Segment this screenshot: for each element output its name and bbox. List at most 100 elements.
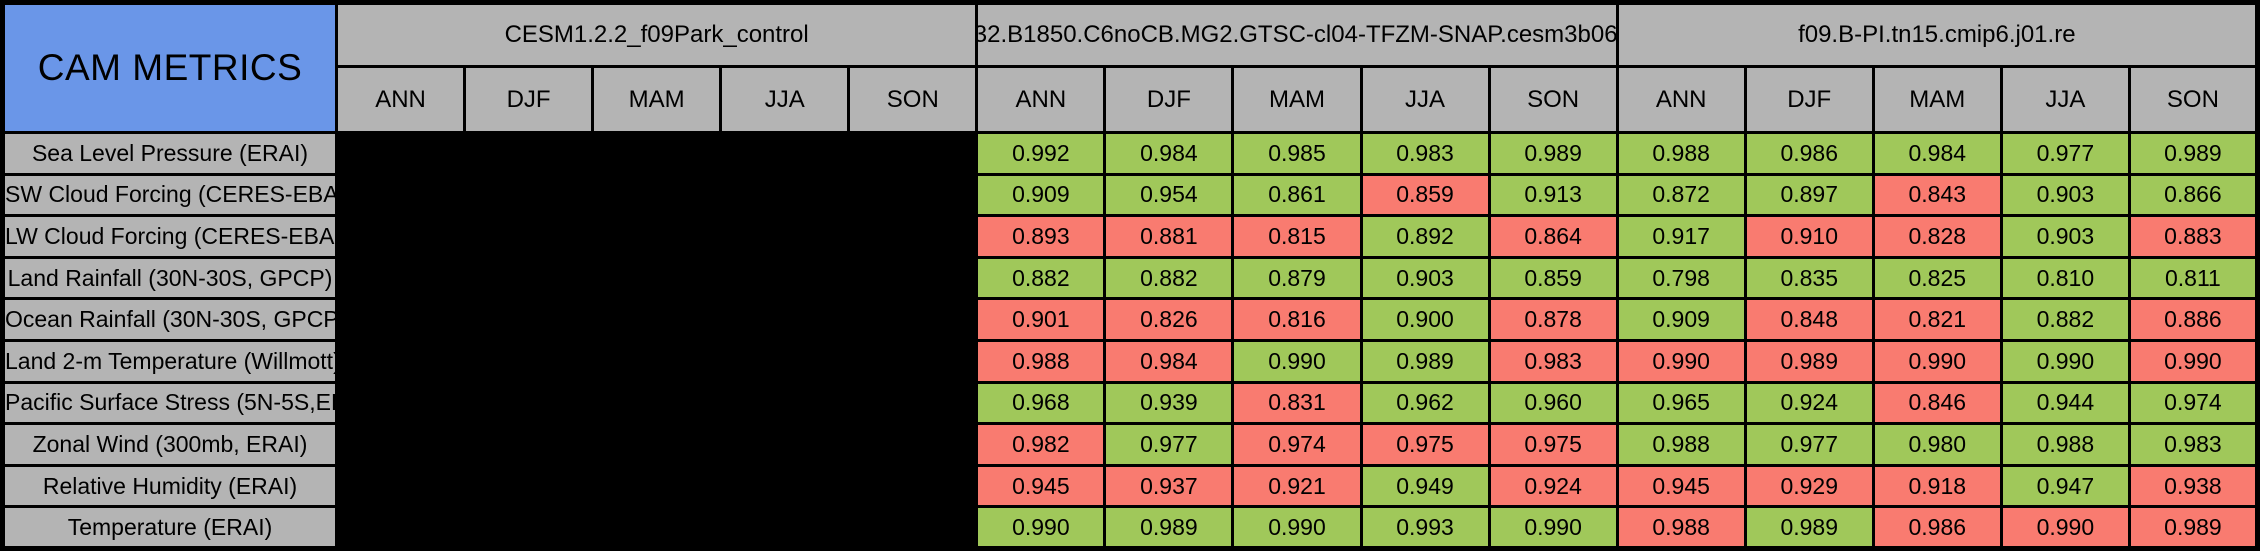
metric-value-cell: 0.825 [1871,255,2003,301]
metric-value-cell: 0.982 [975,422,1107,467]
metric-value-cell: 0.990 [1615,338,1747,384]
metric-row: SW Cloud Forcing (CERES-EBAF) 0.909 0.954 0… [1,172,2260,218]
blacked-out-data-region [334,131,979,550]
metric-label: Relative Humidity (ERAI) [1,463,338,509]
season-header-djf-group2: DJF [1103,65,1235,134]
metric-value-cell: 0.989 [2127,131,2260,176]
metric-value-cell: 0.954 [1103,172,1235,218]
metric-value-cell: 0.866 [2127,172,2260,218]
metric-value-cell: 0.962 [1359,380,1491,426]
season-header-mam-group1: MAM [591,65,723,134]
season-header-ann-group3: ANN [1615,65,1747,134]
metric-value-cell: 0.968 [975,380,1107,426]
metric-value-cell: 0.945 [975,463,1107,509]
metric-value-cell: 0.988 [1615,131,1747,176]
metric-row: Temperature (ERAI) 0.990 0.989 0.990 0.993 0.… [1,505,2260,550]
metric-value-cell: 0.882 [1999,297,2131,342]
metric-value-cell: 0.811 [2127,255,2260,301]
metric-row: Relative Humidity (ERAI) 0.945 0.937 0.921 0… [1,463,2260,509]
metric-value-cell: 0.879 [1231,255,1363,301]
metric-value-cell: 0.990 [1999,338,2131,384]
metric-label: Sea Level Pressure (ERAI) [1,131,338,176]
season-header-son-group3: SON [2127,65,2260,134]
metric-label: Land Rainfall (30N-30S, GPCP) [1,255,338,301]
model-header-b-pi-cmip6: f09.B-PI.tn15.cmip6.j01.re [1615,1,2260,68]
model-header-cesm3-snap-label: f09_t232.B1850.C6noCB.MG2.GTSC-cl04-TFZM… [980,21,1618,48]
metric-value-cell: 0.859 [1487,255,1619,301]
metric-value-cell: 0.989 [2127,505,2260,550]
metric-value-cell: 0.988 [975,338,1107,384]
metric-value-cell: 0.826 [1103,297,1235,342]
metric-value-cell: 0.992 [975,131,1107,176]
metric-value-cell: 0.960 [1487,380,1619,426]
season-header-son-group1: SON [847,65,979,134]
metric-value-cell: 0.878 [1487,297,1619,342]
metric-value-cell: 0.892 [1359,214,1491,259]
metric-value-cell: 0.977 [1999,131,2131,176]
metric-label: Ocean Rainfall (30N-30S, GPCP) [1,297,338,342]
metric-value-cell: 0.985 [1231,131,1363,176]
season-header-mam-group3: MAM [1871,65,2003,134]
metric-value-cell: 0.810 [1999,255,2131,301]
metric-value-cell: 0.938 [2127,463,2260,509]
metric-value-cell: 0.903 [1999,172,2131,218]
metric-value-cell: 0.815 [1231,214,1363,259]
metric-value-cell: 0.984 [1103,338,1235,384]
metric-label: Pacific Surface Stress (5N-5S,ERS) [1,380,338,426]
metric-value-cell: 0.843 [1871,172,2003,218]
metric-row: Pacific Surface Stress (5N-5S,ERS) 0.968 0… [1,380,2260,426]
metric-value-cell: 0.989 [1743,338,1875,384]
metric-value-cell: 0.909 [975,172,1107,218]
metric-value-cell: 0.903 [1999,214,2131,259]
metric-value-cell: 0.901 [975,297,1107,342]
season-header-jja-group1: JJA [719,65,851,134]
metric-value-cell: 0.989 [1359,338,1491,384]
metric-value-cell: 0.988 [1999,422,2131,467]
metric-value-cell: 0.816 [1231,297,1363,342]
metric-value-cell: 0.965 [1615,380,1747,426]
metric-label: Temperature (ERAI) [1,505,338,550]
metric-value-cell: 0.910 [1743,214,1875,259]
metric-value-cell: 0.831 [1231,380,1363,426]
model-header-cesm3-snap: f09_t232.B1850.C6noCB.MG2.GTSC-cl04-TFZM… [975,1,1619,68]
metric-value-cell: 0.897 [1743,172,1875,218]
metric-value-cell: 0.861 [1231,172,1363,218]
metric-value-cell: 0.988 [1615,505,1747,550]
metric-value-cell: 0.944 [1999,380,2131,426]
metric-value-cell: 0.990 [1231,505,1363,550]
metric-value-cell: 0.993 [1359,505,1491,550]
season-header-row: ANN DJF MAM JJA SON ANN DJF MAM JJA SON ANN DJF MAM J… [3,65,2260,134]
metric-value-cell: 0.990 [1231,338,1363,384]
metric-value-cell: 0.900 [1359,297,1491,342]
metric-value-cell: 0.918 [1871,463,2003,509]
season-header-djf-group1: DJF [463,65,595,134]
season-header-djf-group3: DJF [1743,65,1875,134]
table-title: CAM METRICS [1,1,338,134]
metric-value-cell: 0.848 [1743,297,1875,342]
metric-value-cell: 0.924 [1743,380,1875,426]
metric-value-cell: 0.924 [1487,463,1619,509]
metric-value-cell: 0.821 [1871,297,2003,342]
metric-value-cell: 0.990 [2127,338,2260,384]
metric-value-cell: 0.917 [1615,214,1747,259]
metric-value-cell: 0.988 [1615,422,1747,467]
metric-value-cell: 0.984 [1103,131,1235,176]
metric-value-cell: 0.881 [1103,214,1235,259]
metric-row: Land Rainfall (30N-30S, GPCP) 0.882 0.882 0… [1,255,2260,301]
season-header-jja-group3: JJA [1999,65,2131,134]
metric-value-cell: 0.974 [2127,380,2260,426]
metric-value-cell: 0.909 [1615,297,1747,342]
metric-value-cell: 0.990 [975,505,1107,550]
metric-value-cell: 0.882 [1103,255,1235,301]
metric-value-cell: 0.983 [1487,338,1619,384]
metric-value-cell: 0.859 [1359,172,1491,218]
metric-value-cell: 0.947 [1999,463,2131,509]
metrics-body: Sea Level Pressure (ERAI) 0.992 0.984 0.985… [1,131,2260,550]
season-header-mam-group2: MAM [1231,65,1363,134]
metric-value-cell: 0.983 [2127,422,2260,467]
metric-value-cell: 0.990 [1871,338,2003,384]
metric-value-cell: 0.939 [1103,380,1235,426]
metric-value-cell: 0.989 [1103,505,1235,550]
metric-value-cell: 0.986 [1871,505,2003,550]
metric-value-cell: 0.893 [975,214,1107,259]
